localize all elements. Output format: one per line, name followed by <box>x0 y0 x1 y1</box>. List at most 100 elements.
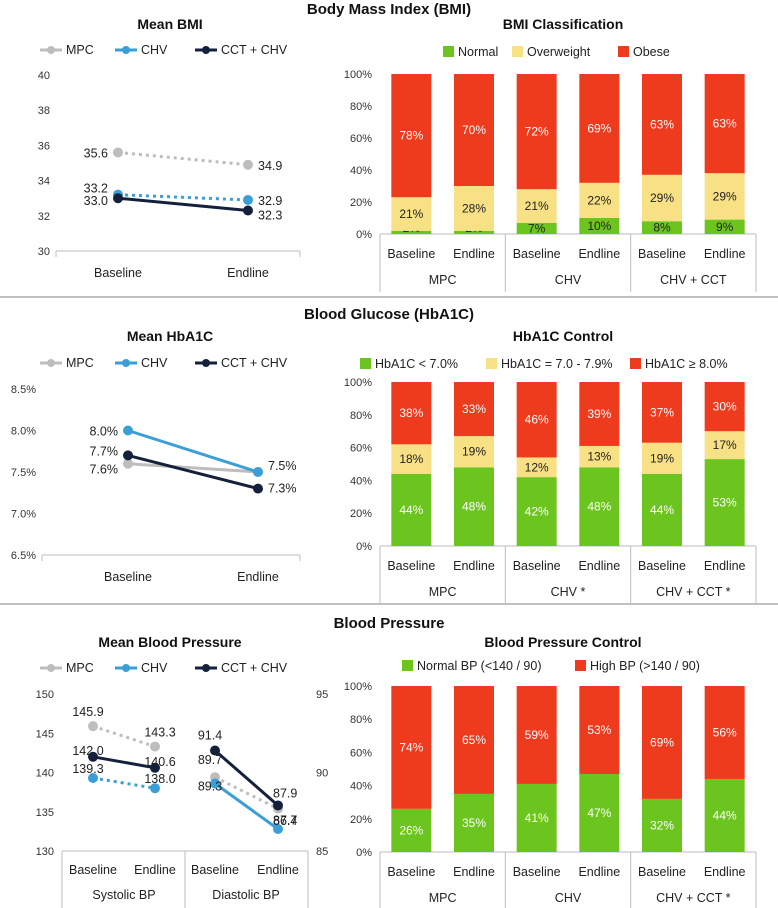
data-label: 143.3 <box>144 726 175 740</box>
y-tick-label: 20% <box>350 814 372 826</box>
data-label: 138.0 <box>144 772 175 786</box>
chart-title: Mean HbA1C <box>127 328 213 344</box>
data-label: 35.6 <box>84 146 108 160</box>
bar-segment-obese <box>454 74 494 186</box>
bar-segment-hba1c-8-0- <box>391 382 432 445</box>
data-label: 34.9 <box>258 159 282 173</box>
data-label: 87.7 <box>273 814 297 828</box>
data-point <box>150 762 160 773</box>
legend-marker <box>47 664 55 672</box>
series-line-mpc <box>127 462 259 474</box>
x-tick-label: Endline <box>453 247 495 261</box>
bar-segment-hba1c-8-0- <box>516 382 557 458</box>
data-label: 47% <box>587 806 611 820</box>
data-label: 44% <box>713 808 737 822</box>
data-point <box>243 159 253 170</box>
x-tick-label: Baseline <box>69 863 117 877</box>
y-tick-label: 30 <box>38 246 50 258</box>
data-label: 19% <box>650 451 674 465</box>
data-label: 53% <box>587 723 611 737</box>
data-label: 32.9 <box>258 194 282 208</box>
chart-mean-hba1c: Mean HbA1C MPC CHV CCT + CHV 8.5% 8.0% 7.5% 7… <box>11 328 301 584</box>
bar-segment-overweight <box>579 182 620 218</box>
data-label: 44% <box>650 503 674 517</box>
data-label: 140.6 <box>144 755 175 769</box>
legend-swatch <box>443 46 454 57</box>
y-tick-label-right: 95 <box>316 689 328 701</box>
data-point <box>253 467 263 477</box>
data-label: 29% <box>650 191 674 205</box>
x-tick-label: Endline <box>578 247 620 261</box>
data-label: 44% <box>399 503 423 517</box>
bar-segment-obese <box>704 74 745 174</box>
data-label: 12% <box>525 460 549 474</box>
x-tick-label: Baseline <box>387 865 435 879</box>
data-label: 69% <box>650 735 674 749</box>
group-label: CHV <box>555 891 582 905</box>
y-tick-label: 60% <box>350 747 372 759</box>
y-tick-label-right: 85 <box>316 846 328 858</box>
data-label: 26% <box>399 823 423 837</box>
data-point <box>243 194 253 205</box>
bar-segment-normal <box>516 222 557 234</box>
group-label: MPC <box>429 585 457 599</box>
y-tick-label: 80% <box>350 714 372 726</box>
bar-segment-obese <box>516 74 557 190</box>
x-tick-label: Endline <box>578 559 620 573</box>
x-tick-label: Endline <box>227 266 269 280</box>
legend-swatch <box>630 358 641 369</box>
data-point <box>273 824 283 835</box>
data-label: 37% <box>650 405 674 419</box>
group-label: CHV + CCT * <box>656 585 731 599</box>
legend-label: Obese <box>633 45 670 59</box>
bar-segment-normal-bp-140-90- <box>579 773 620 852</box>
group-label: Systolic BP <box>92 888 155 902</box>
bar-segment-hba1c-8-0- <box>642 382 682 443</box>
bar-segment-hba1c-7-0- <box>579 467 620 546</box>
y-tick-label: 8.5% <box>11 384 36 396</box>
legend-swatch <box>402 660 413 671</box>
data-label: 35% <box>462 816 486 830</box>
y-tick-label-left: 135 <box>36 807 54 819</box>
bar-segment-high-bp-140-90- <box>391 686 432 809</box>
data-label: 32% <box>650 818 674 832</box>
x-tick-label: Endline <box>453 865 495 879</box>
bar-segment-high-bp-140-90- <box>642 686 682 799</box>
legend-marker <box>122 359 130 367</box>
legend-label: MPC <box>66 356 94 370</box>
x-tick-label: Baseline <box>191 863 239 877</box>
data-label: 7.3% <box>268 482 297 496</box>
chart-blood-pressure-control: Blood Pressure Control Normal BP (<140 /… <box>344 634 757 908</box>
legend-swatch <box>360 358 371 369</box>
series-line-diastolic <box>214 782 279 831</box>
data-point <box>88 751 98 762</box>
data-label: 48% <box>462 500 486 514</box>
y-tick-label: 60% <box>350 133 372 145</box>
legend-label: CHV <box>141 43 168 57</box>
data-label: 10% <box>587 219 611 233</box>
legend-marker <box>202 664 210 672</box>
data-label: 63% <box>650 117 674 131</box>
y-tick-label: 34 <box>38 176 50 188</box>
data-label: 142.0 <box>72 744 103 758</box>
data-label: 65% <box>462 733 486 747</box>
bar-segment-normal-bp-140-90- <box>454 793 494 852</box>
y-tick-label-left: 140 <box>36 768 54 780</box>
bar-segment-high-bp-140-90- <box>516 686 557 784</box>
y-tick-label: 0% <box>356 541 372 553</box>
data-label: 87.9 <box>273 786 297 800</box>
x-tick-label: Baseline <box>104 570 152 584</box>
data-label: 18% <box>399 452 423 466</box>
data-label: 48% <box>587 500 611 514</box>
y-tick-label: 7.0% <box>11 509 36 521</box>
x-tick-label: Endline <box>704 559 746 573</box>
bar-segment-normal-bp-140-90- <box>642 798 682 852</box>
data-label: 89.7 <box>198 753 222 767</box>
legend-label: MPC <box>66 43 94 57</box>
bar-segment-normal <box>642 221 682 234</box>
data-point <box>123 450 133 461</box>
y-tick-label-left: 145 <box>36 728 54 740</box>
bar-segment-hba1c-8-0- <box>704 382 745 432</box>
chart-mean-bmi: Mean BMI MPC CHV CCT + CHV 40 38 36 34 32 30 Bas… <box>38 16 301 280</box>
bar-segment-overweight <box>454 186 494 231</box>
